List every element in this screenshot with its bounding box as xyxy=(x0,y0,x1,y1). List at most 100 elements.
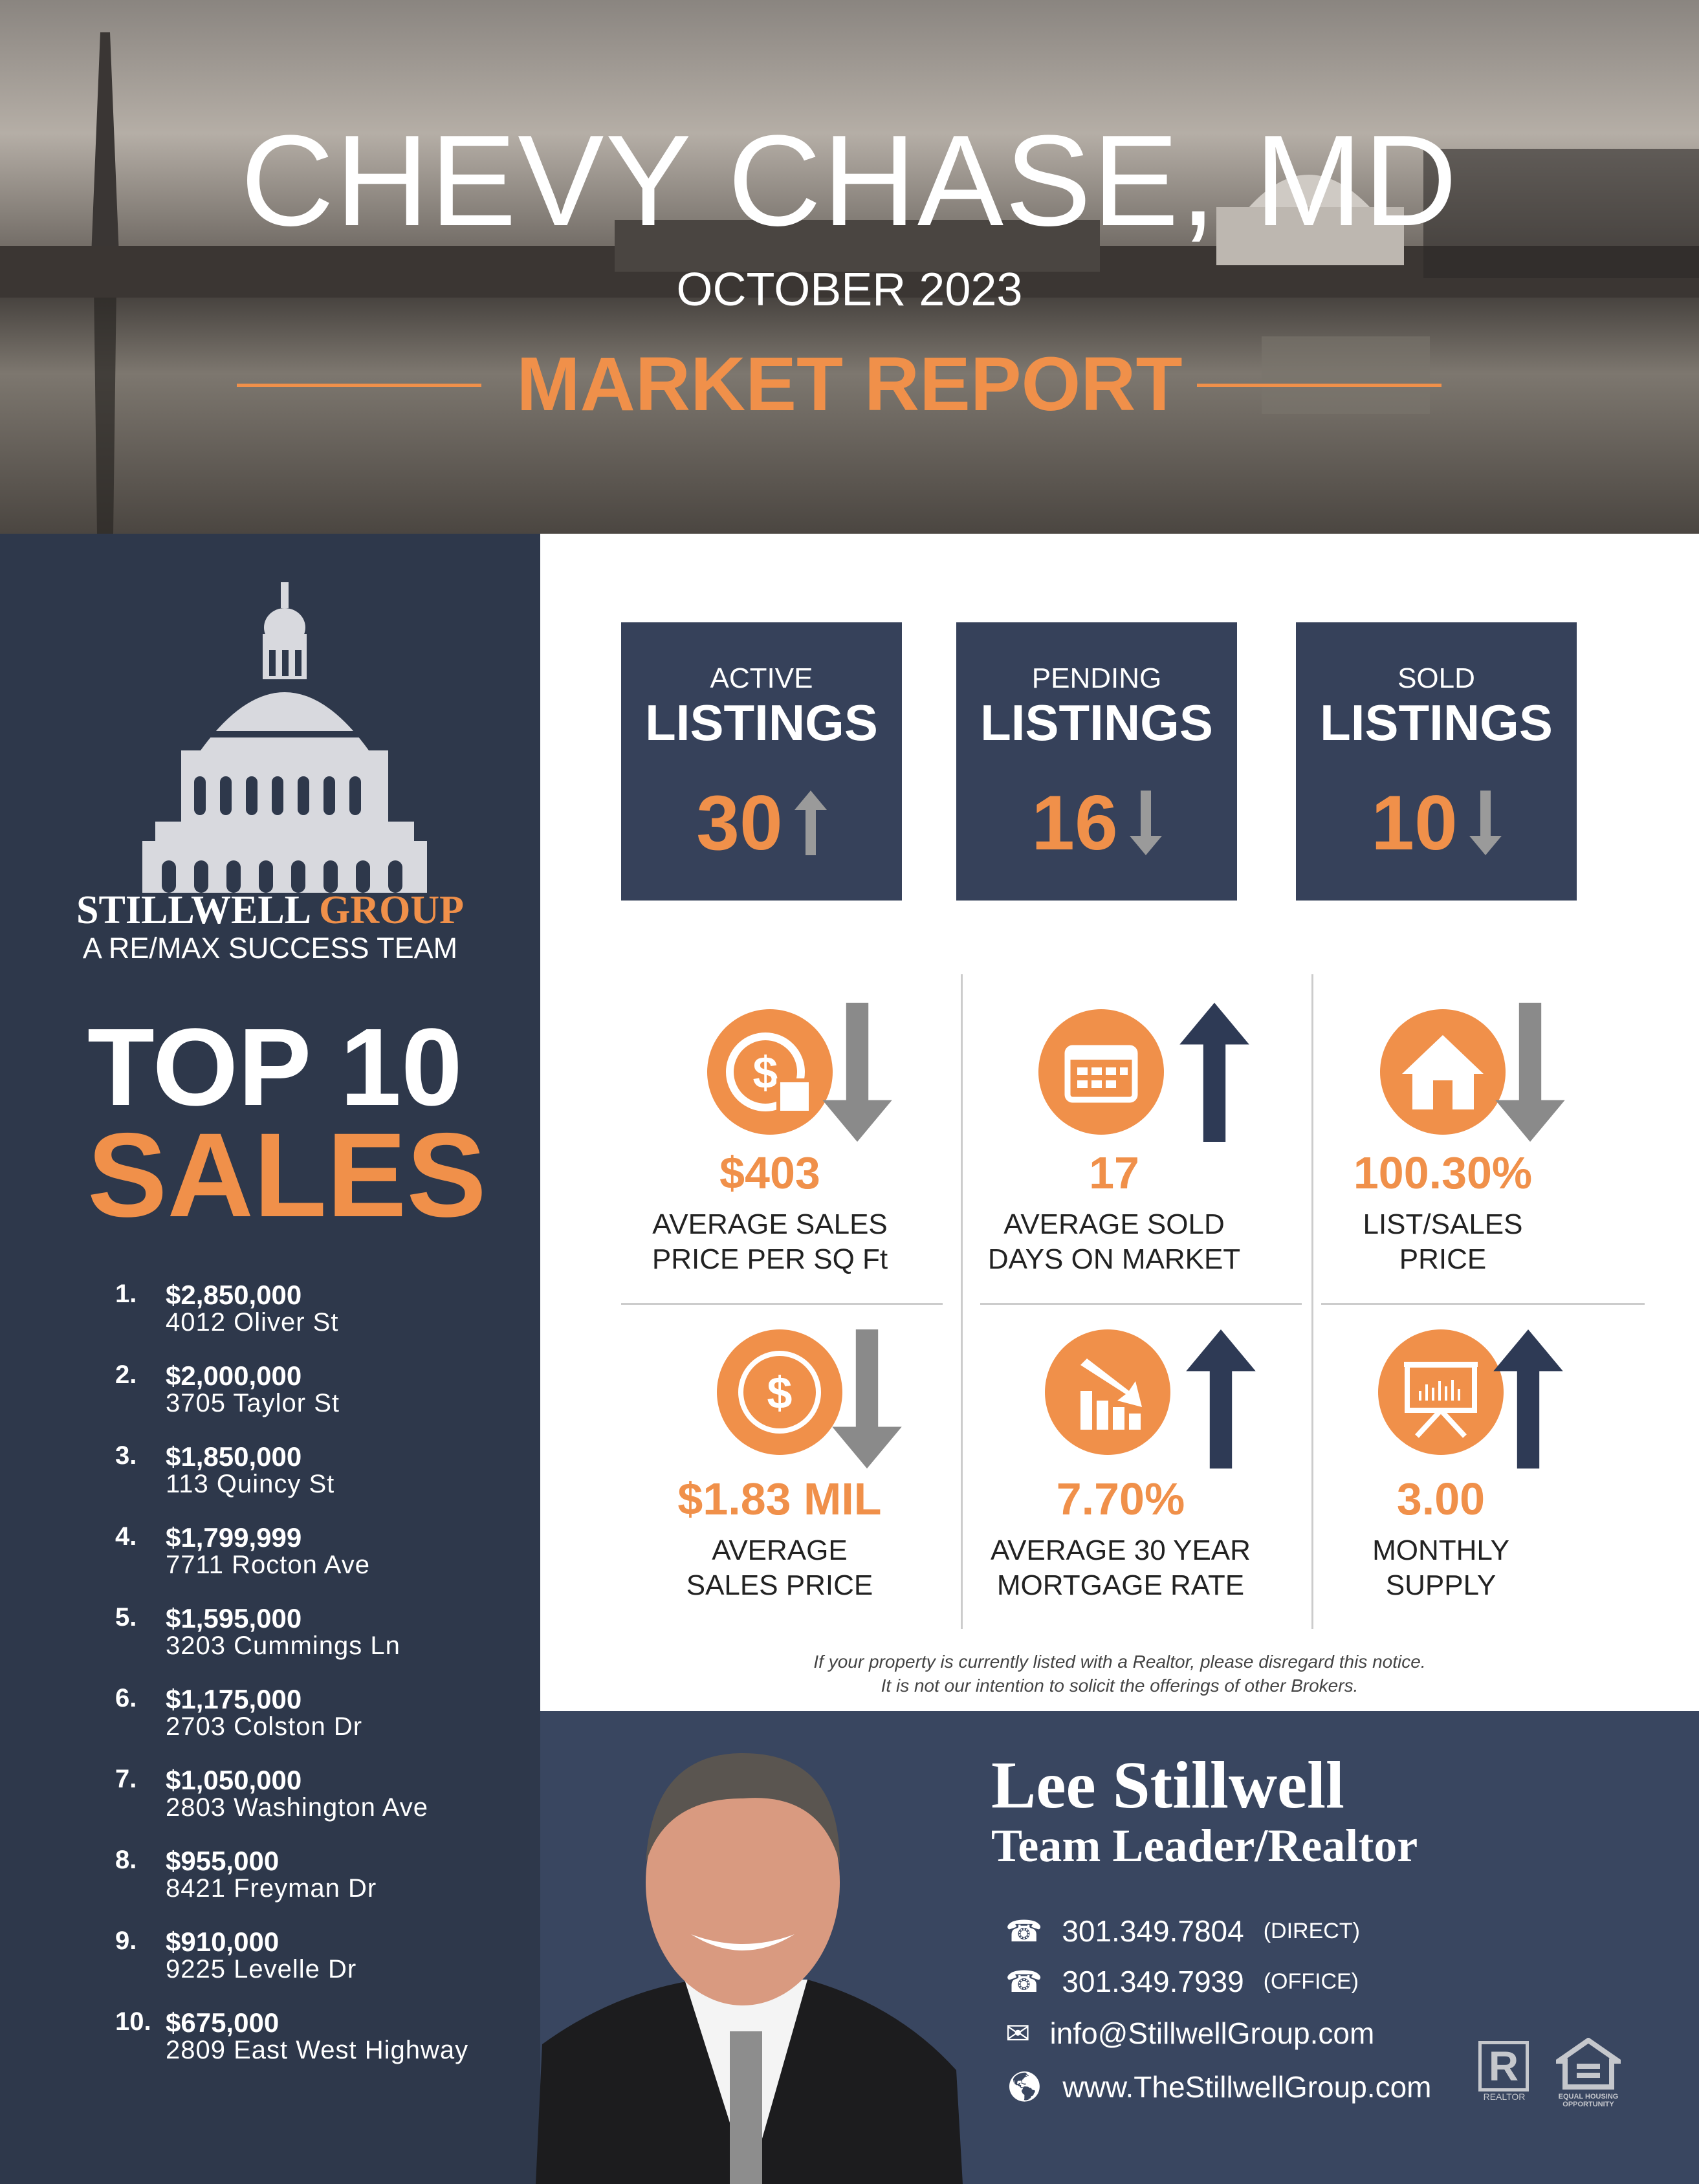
box-value: 16 xyxy=(1031,780,1118,866)
divider xyxy=(1311,974,1313,1629)
trend-arrow xyxy=(1185,1329,1256,1472)
box-label: LISTINGS xyxy=(980,694,1213,751)
agent-name: Lee Stillwell xyxy=(991,1748,1344,1822)
stat-card: 3.00 MONTHLY SUPPLY xyxy=(1279,1476,1603,1603)
sale-price: $910,000 xyxy=(166,1927,280,1957)
listings-box: SOLD LISTINGS 10 xyxy=(1296,622,1577,901)
report-subtitle: MARKET REPORT xyxy=(516,342,1183,427)
stat-label: AVERAGE SOLD xyxy=(1003,1208,1225,1240)
trend-arrow xyxy=(1495,1003,1566,1145)
stat-label: AVERAGE SALES xyxy=(652,1208,888,1240)
envelope-icon: ✉ xyxy=(1005,2016,1031,2050)
chart-down-icon xyxy=(1080,1359,1142,1430)
header-photo: CHEVY CHASE, MD OCTOBER 2023 MARKET REPO… xyxy=(0,0,1699,534)
sale-price: $675,000 xyxy=(166,2007,280,2038)
sale-price: $955,000 xyxy=(166,1846,280,1876)
divider xyxy=(1321,1303,1645,1305)
report-date: OCTOBER 2023 xyxy=(676,264,1023,316)
dollar-coin-icon: $ xyxy=(738,1351,821,1434)
presentation-board-icon xyxy=(1404,1362,1478,1438)
equal-housing-icon xyxy=(1550,2037,1627,2090)
globe-icon: 🌎︎ xyxy=(1005,2069,1044,2103)
trend-arrow xyxy=(1179,1003,1250,1145)
email[interactable]: ✉ info@StillwellGroup.com xyxy=(1005,2016,1374,2051)
phone-direct[interactable]: ☎ 301.349.7804 (DIRECT) xyxy=(1005,1914,1360,1949)
stat-label: PRICE PER SQ Ft xyxy=(652,1243,888,1275)
agent-title: Team Leader/Realtor xyxy=(991,1820,1418,1872)
rank: 9. xyxy=(115,1927,137,1955)
brand-name: STILLWELL GROUP xyxy=(0,888,540,934)
stat-label: SALES PRICE xyxy=(686,1569,873,1601)
phone-direct-number[interactable]: 301.349.7804 xyxy=(1062,1914,1244,1948)
address: 4012 Oliver St xyxy=(166,1308,339,1337)
website[interactable]: 🌎︎ www.TheStillwellGroup.com xyxy=(1005,2069,1431,2104)
equal-housing-logo: EQUAL HOUSING OPPORTUNITY xyxy=(1550,2037,1627,2108)
sale-price: $1,175,000 xyxy=(166,1684,302,1714)
box-label-small: SOLD xyxy=(1398,662,1475,694)
arrow-up-icon xyxy=(1186,1329,1256,1469)
address: 7711 Rocton Ave xyxy=(166,1551,370,1579)
arrow-down-icon xyxy=(1495,1003,1565,1142)
address: 3203 Cummings Ln xyxy=(166,1632,400,1660)
phone-icon: ☎ xyxy=(1005,1914,1043,1948)
stat-label: MORTGAGE RATE xyxy=(996,1569,1245,1601)
stat-label: AVERAGE xyxy=(712,1534,848,1566)
sale-price: $1,050,000 xyxy=(166,1765,302,1795)
stat-card: 7.70% AVERAGE 30 YEAR MORTGAGE RATE xyxy=(959,1476,1282,1603)
phone-icon: ☎ xyxy=(1005,1965,1043,1998)
rank: 4. xyxy=(115,1522,137,1551)
divider xyxy=(980,1303,1302,1305)
stat-label: AVERAGE 30 YEAR xyxy=(991,1534,1251,1566)
stat-value: 7.70% xyxy=(1056,1474,1185,1524)
rank: 3. xyxy=(115,1441,137,1470)
page-title: CHEVY CHASE, MD xyxy=(240,109,1459,253)
stat-card: $403 AVERAGE SALES PRICE PER SQ Ft xyxy=(608,1150,932,1277)
equal-housing-text: EQUAL HOUSING OPPORTUNITY xyxy=(1558,2093,1619,2108)
brand-name-1: STILLWELL xyxy=(76,888,309,932)
trend-arrow xyxy=(831,1329,903,1472)
arrow-up-icon xyxy=(1179,1003,1249,1142)
arrow-down-icon xyxy=(1129,791,1162,855)
stat-card: 17 AVERAGE SOLD DAYS ON MARKET xyxy=(952,1150,1276,1277)
trend-arrow xyxy=(822,1003,893,1145)
disclaimer: If your property is currently listed wit… xyxy=(540,1650,1699,1698)
stat-value: $403 xyxy=(719,1148,820,1198)
box-label: LISTINGS xyxy=(645,694,878,751)
capitol-dome-logo xyxy=(142,582,427,893)
address: 2703 Colston Dr xyxy=(166,1712,363,1741)
address: 3705 Taylor St xyxy=(166,1389,340,1417)
box-label: LISTINGS xyxy=(1320,694,1553,751)
phone-office[interactable]: ☎ 301.349.7939 (OFFICE) xyxy=(1005,1964,1359,1999)
rank: 7. xyxy=(115,1765,137,1793)
dollar-tag-badge: $ xyxy=(707,1009,833,1135)
phone-office-number[interactable]: 301.349.7939 xyxy=(1062,1965,1244,1998)
stat-card: 100.30% LIST/SALES PRICE xyxy=(1281,1150,1605,1277)
box-value: 10 xyxy=(1371,780,1458,866)
realtor-logo-text: REALTOR xyxy=(1483,2091,1526,2102)
svg-text:$: $ xyxy=(753,1047,778,1098)
arrow-up-icon xyxy=(794,791,827,855)
address: 8421 Freyman Dr xyxy=(166,1874,377,1903)
rank: 6. xyxy=(115,1684,137,1712)
house-icon xyxy=(1402,1035,1484,1109)
sale-price: $2,850,000 xyxy=(166,1280,302,1310)
stat-label: DAYS ON MARKET xyxy=(987,1243,1241,1275)
rank: 5. xyxy=(115,1603,137,1632)
stat-value: $1.83 MIL xyxy=(677,1474,882,1524)
sale-price: $1,595,000 xyxy=(166,1603,302,1633)
realtor-logo: R REALTOR xyxy=(1478,2041,1530,2106)
disclaimer-line-2: It is not our intention to solicit the o… xyxy=(881,1676,1359,1696)
stat-card: $1.83 MIL AVERAGE SALES PRICE xyxy=(618,1476,941,1603)
arrow-down-icon xyxy=(1469,791,1502,855)
stat-value: 3.00 xyxy=(1396,1474,1485,1524)
brand-tagline: A RE/MAX SUCCESS TEAM xyxy=(82,932,458,965)
website-link[interactable]: www.TheStillwellGroup.com xyxy=(1062,2069,1432,2104)
sale-price: $2,000,000 xyxy=(166,1360,302,1391)
brand-name-2: GROUP xyxy=(319,888,464,932)
stat-value: 100.30% xyxy=(1353,1148,1533,1198)
rank: 2. xyxy=(115,1360,137,1389)
phone-direct-label: (DIRECT) xyxy=(1263,1918,1360,1943)
email-link[interactable]: info@StillwellGroup.com xyxy=(1049,2016,1375,2050)
stat-label: LIST/SALES xyxy=(1363,1208,1523,1240)
box-label-small: ACTIVE xyxy=(710,662,813,694)
